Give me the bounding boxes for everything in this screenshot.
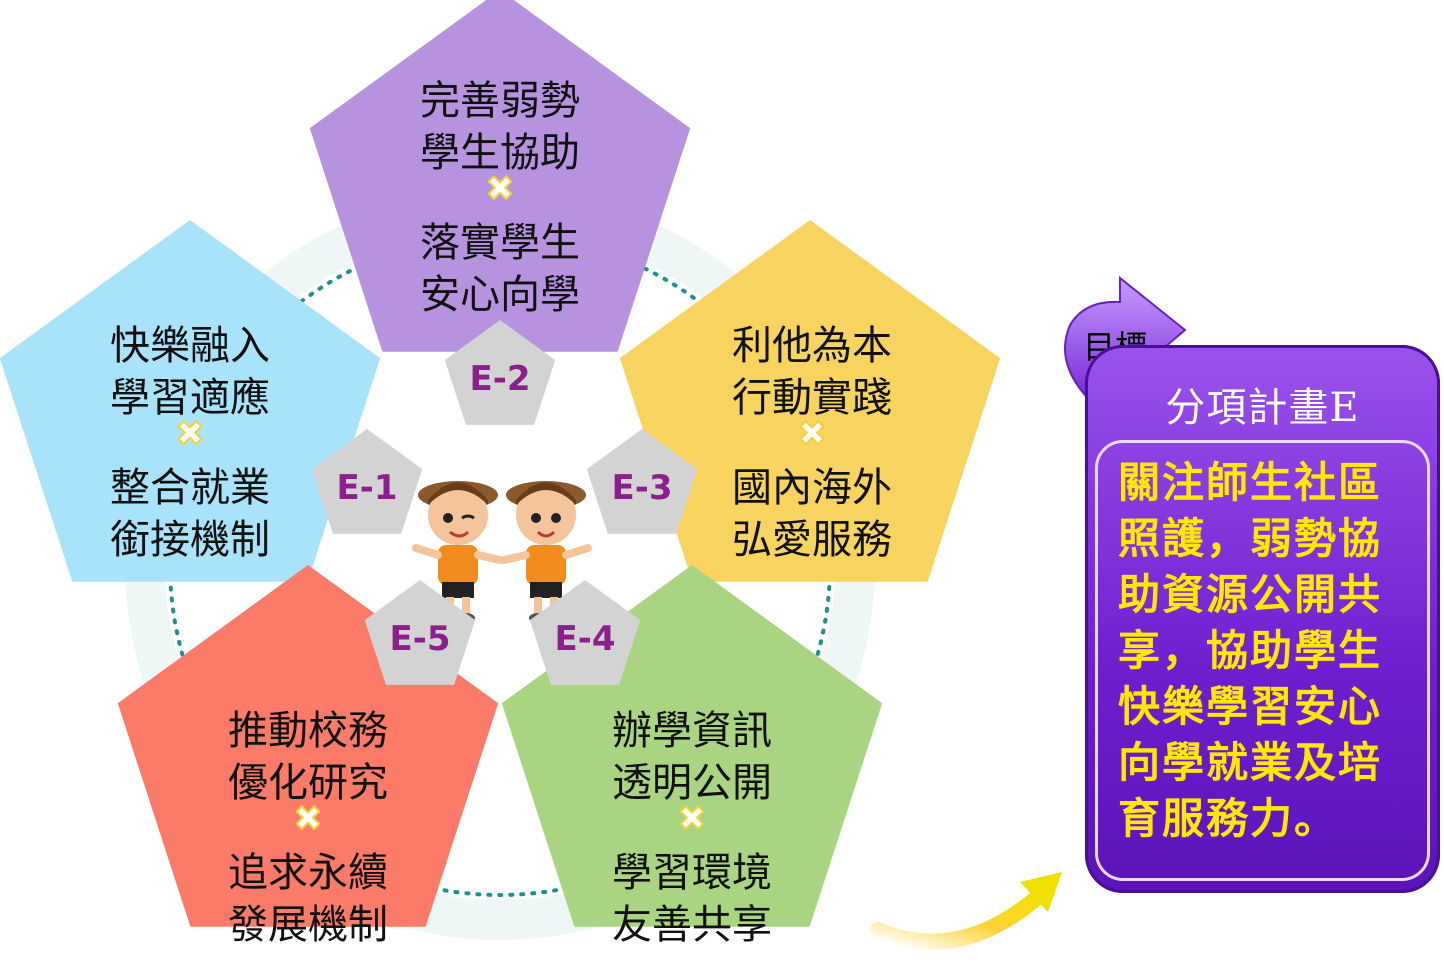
code-label-e-1: E-1 [337, 468, 398, 508]
cross-icon: ✖ [486, 169, 515, 209]
cross-icon: ✖ [176, 414, 205, 454]
pentagon-e-2-line-3: 落實學生 [420, 220, 580, 266]
kid-left [412, 481, 504, 623]
pentagon-e-4-line-1: 辦學資訊 [612, 708, 772, 754]
code-label-e-4: E-4 [555, 619, 616, 659]
pentagon-e-1-line-4: 銜接機制 [110, 517, 270, 563]
goal-box: 分項計畫E 關注師生社區照護，弱勢協助資源公開共享，協助學生快樂學習安心向學就業… [1085, 345, 1440, 893]
goal-inner-frame: 關注師生社區照護，弱勢協助資源公開共享，協助學生快樂學習安心向學就業及培育服務力… [1095, 440, 1430, 881]
pentagon-e-4-line-4: 友善共享 [612, 902, 772, 948]
code-pentagon-e-5 [364, 580, 476, 685]
pentagon-e-1-line-3: 整合就業 [110, 465, 270, 511]
code-pentagon-e-1 [311, 429, 423, 534]
pentagon-e-1-line-1: 快樂融入 [110, 323, 270, 369]
code-label-e-2: E-2 [470, 359, 531, 399]
pentagon-e-5-line-1: 推動校務 [228, 708, 388, 754]
goal-title: 分項計畫E [1165, 385, 1360, 431]
curved-arrow-icon [870, 872, 1062, 950]
kid-right [500, 481, 592, 623]
pentagon-e-2-line-2: 學生協助 [420, 130, 580, 176]
pentagon-e-4-line-3: 學習環境 [612, 850, 772, 896]
code-pentagon-e-3 [586, 429, 698, 534]
pentagon-e-2-line-1: 完善弱勢 [420, 78, 580, 124]
pentagon-e-3 [619, 220, 1001, 582]
pentagon-e-1-line-2: 學習適應 [110, 375, 270, 421]
pentagon-e-2-line-4: 安心向學 [420, 272, 580, 318]
code-pentagon-e-2 [444, 320, 556, 425]
pentagon-e-3-line-4: 弘愛服務 [732, 517, 892, 563]
code-label-e-3: E-3 [612, 468, 673, 508]
cross-icon: ✖ [294, 799, 323, 839]
cross-icon: ✖ [798, 414, 827, 454]
pentagon-e-3-line-3: 國內海外 [732, 465, 892, 511]
pentagon-e-5-line-3: 追求永續 [228, 850, 388, 896]
pentagon-e-1 [0, 220, 381, 582]
code-label-e-5: E-5 [390, 619, 451, 659]
pentagon-e-2 [309, 0, 691, 352]
goal-text: 關注師生社區照護，弱勢協助資源公開共享，協助學生快樂學習安心向學就業及培育服務力… [1118, 458, 1383, 843]
pentagon-e-5-line-4: 發展機制 [228, 902, 388, 948]
code-pentagon-e-4 [529, 580, 641, 685]
kids-illustration [412, 481, 592, 623]
pentagon-e-3-line-2: 行動實踐 [732, 375, 892, 421]
pentagon-e-5-line-2: 優化研究 [228, 760, 388, 806]
cross-icon: ✖ [678, 799, 707, 839]
pentagon-e-4-line-2: 透明公開 [612, 760, 772, 806]
pentagon-e-3-line-1: 利他為本 [732, 323, 892, 369]
